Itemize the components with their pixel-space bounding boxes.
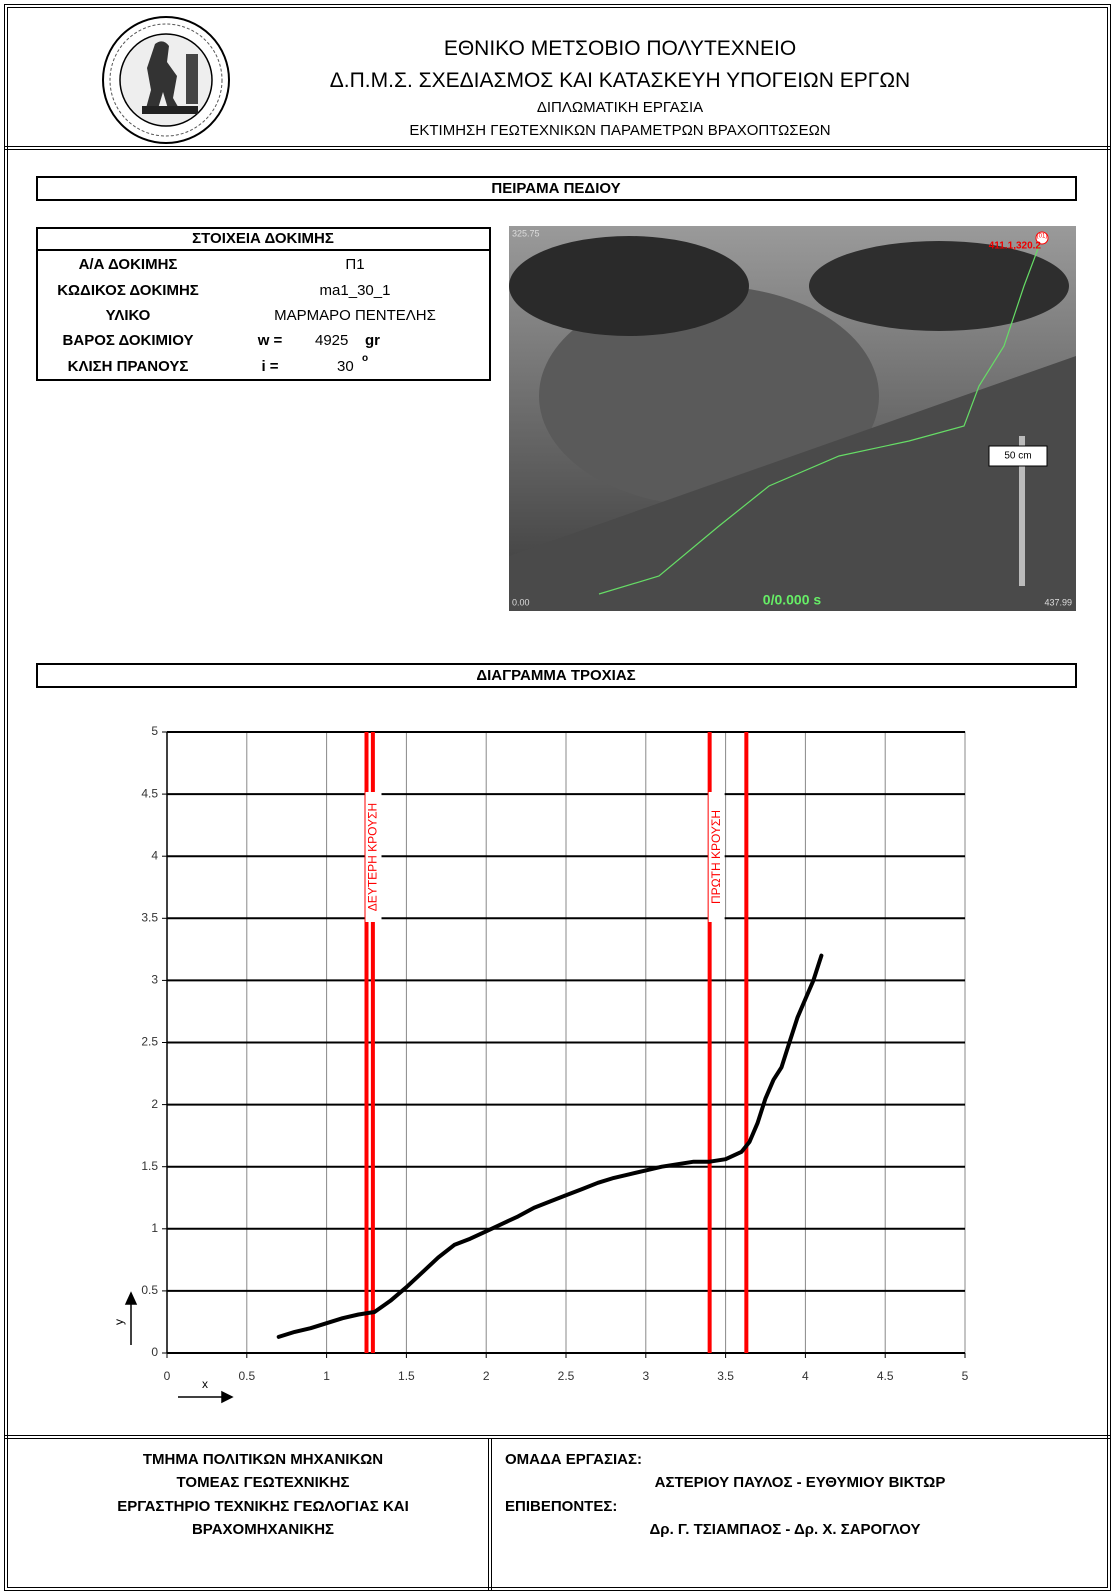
y-tick-label: 1 bbox=[151, 1221, 158, 1235]
divider bbox=[488, 1438, 492, 1591]
row-value: 30 bbox=[337, 358, 354, 375]
y-tick-label: 4.5 bbox=[141, 786, 158, 800]
row-label: ΚΛΙΣΗ ΠΡΑΝΟΥΣ bbox=[67, 358, 189, 375]
y-arrow bbox=[124, 1291, 138, 1345]
photo-label: 325.75 bbox=[512, 228, 540, 238]
x-axis-label: x bbox=[202, 1377, 208, 1391]
x-tick-label: 0.5 bbox=[238, 1369, 255, 1383]
divider bbox=[4, 146, 1111, 150]
x-tick-label: 2 bbox=[483, 1369, 490, 1383]
annotation-bg bbox=[365, 792, 382, 922]
row-label: ΚΩΔΙΚΟΣ ΔΟΚΙΜΗΣ bbox=[57, 282, 199, 299]
footer-line: ΤΜΗΜΑ ΠΟΛΙΤΙΚΩΝ ΜΗΧΑΝΙΚΩΝ bbox=[142, 1451, 384, 1468]
annotation-bg bbox=[708, 792, 725, 922]
row-unit: gr bbox=[365, 332, 380, 349]
logo bbox=[102, 16, 230, 144]
header-line: ΕΚΤΙΜΗΣΗ ΓΕΩΤΕΧΝΙΚΩΝ ΠΑΡΑΜΕΤΡΩΝ ΒΡΑΧΟΠΤΩ… bbox=[409, 122, 831, 139]
row-symbol: i = bbox=[261, 358, 279, 375]
row-label: ΒΑΡΟΣ ΔΟΚΙΜΙΟΥ bbox=[62, 332, 194, 349]
row-value: ma1_30_1 bbox=[319, 282, 391, 299]
x-arrow bbox=[178, 1390, 234, 1404]
x-tick-label: 1.5 bbox=[398, 1369, 415, 1383]
y-axis-label: y bbox=[112, 1319, 126, 1325]
row-value: Π1 bbox=[345, 256, 365, 273]
y-tick-label: 1.5 bbox=[141, 1159, 158, 1173]
footer-line: ΒΡΑΧΟΜΗΧΑΝΙΚΗΣ bbox=[191, 1521, 335, 1538]
annotation-label: ΠΡΩΤΗ ΚΡΟΥΣΗ bbox=[709, 810, 723, 904]
header-line: Δ.Π.Μ.Σ. ΣΧΕΔΙΑΣΜΟΣ ΚΑΙ ΚΑΤΑΣΚΕΥΗ ΥΠΟΓΕΙ… bbox=[329, 69, 911, 92]
row-label: ΥΛΙΚΟ bbox=[105, 307, 151, 324]
row-value: 4925 bbox=[315, 332, 349, 349]
photo-label: (01) bbox=[1037, 234, 1048, 240]
photo-label: 411.1,320.2 bbox=[989, 241, 1042, 252]
table-title: ΣΤΟΙΧΕΙΑ ΔΟΚΙΜΗΣ bbox=[192, 230, 334, 247]
photo-label: 437.99 bbox=[1044, 597, 1072, 607]
photo: 325.75 (01) 411.1,320.2 50 cm 0.00 0/0.0… bbox=[509, 226, 1076, 611]
section-title: ΔΙΑΓΡΑΜΜΑ ΤΡΟΧΙΑΣ bbox=[476, 667, 636, 684]
photo-label: 0/0.000 s bbox=[763, 592, 822, 608]
info-table bbox=[36, 227, 491, 381]
x-tick-label: 0 bbox=[164, 1369, 171, 1383]
x-tick-label: 2.5 bbox=[558, 1369, 575, 1383]
chart: x y 0 0.5 1 1.5 2 2.5 3 3.5 4 4.5 5 0 0.5 1 1.5 2 2.5 3 3.… bbox=[112, 724, 969, 1404]
x-tick-label: 4.5 bbox=[877, 1369, 894, 1383]
section-title: ΠΕΙΡΑΜΑ ΠΕΔΙΟΥ bbox=[491, 180, 621, 197]
y-tick-label: 0 bbox=[151, 1345, 158, 1359]
x-tick-label: 5 bbox=[962, 1369, 969, 1383]
y-tick-label: 3.5 bbox=[141, 910, 158, 924]
y-tick-label: 2 bbox=[151, 1097, 158, 1111]
row-unit: o bbox=[362, 353, 369, 364]
section-bar bbox=[36, 176, 1077, 201]
x-tick-label: 3.5 bbox=[717, 1369, 734, 1383]
footer-label: ΟΜΑΔΑ ΕΡΓΑΣΙΑΣ: bbox=[505, 1451, 642, 1468]
photo-label: 50 cm bbox=[1004, 451, 1031, 462]
divider bbox=[4, 1435, 1111, 1439]
x-tick-label: 3 bbox=[642, 1369, 649, 1383]
row-symbol: w = bbox=[257, 332, 283, 349]
footer-line: ΤΟΜΕΑΣ ΓΕΩΤΕΧΝΙΚΗΣ bbox=[176, 1474, 350, 1491]
annotation-label: ΔΕΥΤΕΡΗ ΚΡΟΥΣΗ bbox=[366, 803, 380, 911]
page-border bbox=[4, 4, 1111, 1591]
footer-line: ΕΡΓΑΣΤΗΡΙΟ ΤΕΧΝΙΚΗΣ ΓΕΩΛΟΓΙΑΣ ΚΑΙ bbox=[117, 1498, 409, 1515]
header-line: ΔΙΠΛΩΜΑΤΙΚΗ ΕΡΓΑΣΙΑ bbox=[536, 99, 704, 116]
footer-text: Δρ. Γ. ΤΣΙΑΜΠΑΟΣ - Δρ. Χ. ΣΑΡΟΓΛΟΥ bbox=[649, 1521, 921, 1538]
footer-text: ΑΣΤΕΡΙΟΥ ΠΑΥΛΟΣ - ΕΥΘΥΜΙΟΥ ΒΙΚΤΩΡ bbox=[654, 1474, 946, 1491]
row-value: ΜΑΡΜΑΡΟ ΠΕΝΤΕΛΗΣ bbox=[274, 307, 436, 324]
photo-label: 0.00 bbox=[512, 597, 530, 607]
y-tick-label: 5 bbox=[151, 724, 158, 738]
trajectory bbox=[276, 953, 824, 1339]
y-tick-label: 2.5 bbox=[141, 1035, 158, 1049]
table-rule bbox=[36, 249, 491, 251]
y-tick-label: 4 bbox=[151, 848, 158, 862]
footer-label: ΕΠΙΒΕΠΟΝΤΕΣ: bbox=[505, 1498, 618, 1515]
section-bar bbox=[36, 663, 1077, 688]
x-tick-label: 4 bbox=[802, 1369, 809, 1383]
x-tick-label: 1 bbox=[323, 1369, 330, 1383]
y-tick-label: 0.5 bbox=[141, 1283, 158, 1297]
header-line: ΕΘΝΙΚΟ ΜΕΤΣΟΒΙΟ ΠΟΛΥΤΕΧΝΕΙΟ bbox=[443, 37, 797, 60]
y-tick-label: 3 bbox=[151, 973, 158, 987]
row-label: Α/Α ΔΟΚΙΜΗΣ bbox=[78, 256, 178, 273]
